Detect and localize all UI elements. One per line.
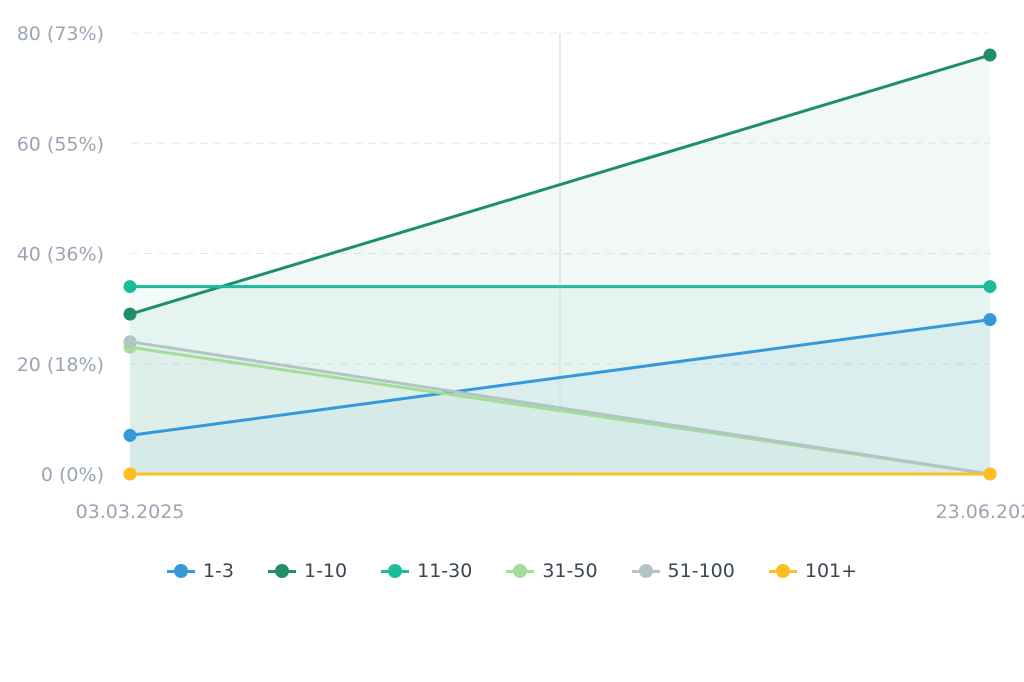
- data-point-11-30[interactable]: [123, 280, 137, 294]
- chart-legend: 1-3 1-10 11-30 31-50 51-100 101+: [0, 560, 1024, 582]
- legend-item-11-30[interactable]: 11-30: [381, 560, 472, 582]
- legend-item-1-10[interactable]: 1-10: [267, 560, 348, 582]
- legend-label: 101+: [804, 560, 858, 582]
- legend-label: 51-100: [667, 560, 735, 582]
- data-point-1-3[interactable]: [123, 428, 137, 442]
- legend-marker-icon: [381, 564, 410, 578]
- legend-marker-icon: [768, 564, 797, 578]
- y-tick-label: 60 (55%): [17, 133, 104, 155]
- legend-item-1-3[interactable]: 1-3: [166, 560, 234, 582]
- legend-label: 1-3: [202, 560, 234, 582]
- legend-item-31-50[interactable]: 31-50: [506, 560, 598, 582]
- x-tick-label: 03.03.2025: [76, 501, 185, 523]
- x-tick-label: 23.06.2025: [936, 501, 1024, 523]
- y-tick-label: 20 (18%): [17, 354, 104, 376]
- data-point-1-10[interactable]: [983, 48, 997, 62]
- legend-item-101+[interactable]: 101+: [768, 560, 858, 582]
- line-chart: 0 (0%) 20 (18%) 40 (36%) 60 (55%) 80 (73%) 0…: [17, 23, 1024, 523]
- legend-label: 31-50: [542, 560, 598, 582]
- legend-marker-icon: [506, 564, 535, 578]
- series-line-1-10: [129, 53, 991, 316]
- legend-marker-icon: [166, 564, 195, 578]
- data-point-101+[interactable]: [983, 467, 997, 481]
- series-line-51-100: [129, 340, 991, 476]
- y-tick-label: 80 (73%): [17, 23, 104, 45]
- data-point-101+[interactable]: [123, 467, 137, 481]
- data-point-51-100[interactable]: [123, 335, 137, 349]
- legend-marker-icon: [631, 564, 660, 578]
- data-point-1-10[interactable]: [123, 307, 137, 321]
- y-tick-label: 0 (0%): [41, 464, 104, 486]
- legend-label: 11-30: [417, 560, 473, 582]
- data-point-1-3[interactable]: [983, 313, 997, 327]
- series-line-1-3: [129, 318, 991, 437]
- y-tick-label: 40 (36%): [17, 244, 104, 266]
- legend-marker-icon: [267, 564, 296, 578]
- legend-label: 1-10: [303, 560, 348, 582]
- data-point-11-30[interactable]: [983, 280, 997, 294]
- legend-item-51-100[interactable]: 51-100: [631, 560, 735, 582]
